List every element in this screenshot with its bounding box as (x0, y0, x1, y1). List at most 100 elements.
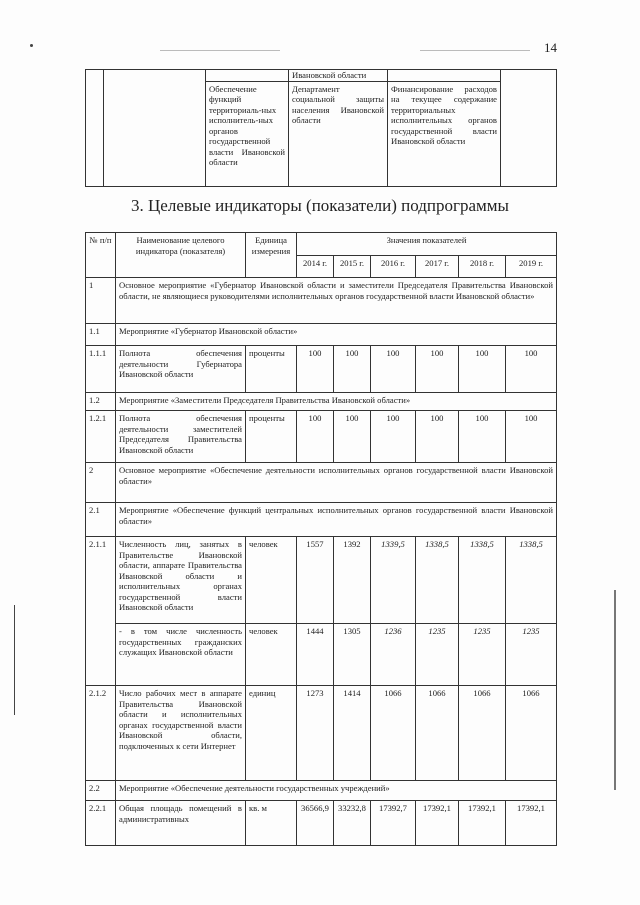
cell-value: 100 (333, 345, 371, 393)
cell-unit: проценты (245, 410, 297, 463)
cell-num: 2.1.1 (85, 536, 116, 686)
cell-value: 100 (504, 410, 558, 463)
cell-value: 17392,1 (458, 800, 506, 846)
top-table: Ивановской области Обеспечение функций т… (85, 69, 557, 187)
cell-value: 1066 (370, 685, 416, 781)
cell-value: 100 (415, 345, 459, 393)
header-year: 2017 г. (415, 255, 459, 278)
cell-responsible: Ивановской области (288, 69, 388, 82)
cell-value: 1235 (458, 623, 506, 686)
cell-value: 1305 (333, 623, 371, 686)
cell-num: 1.2 (85, 392, 116, 411)
cell-value: 100 (370, 345, 416, 393)
header-unit: Единица измерения (245, 232, 297, 278)
header-year: 2016 г. (370, 255, 416, 278)
cell-unit: человек (245, 623, 297, 686)
cell-unit: человек (245, 536, 297, 624)
table-row: 2.2.1 Общая площадь помещений в администр… (85, 800, 558, 846)
cell-num: 1.1 (85, 323, 116, 346)
cell-empty (103, 69, 206, 187)
table-row: 1.1.1 Полнота обеспечения деятельности Гу… (85, 345, 558, 393)
header-num: № п/п (85, 232, 116, 278)
cell-indicator-name: Полнота обеспечения деятельности замести… (115, 410, 246, 463)
table-row: 1.2 Мероприятие «Заместители Председателя… (85, 392, 558, 411)
cell-measure: Обеспечение функций территориаль-ных исп… (205, 80, 289, 187)
cell-indicator-name: Полнота обеспечения деятельности Губерна… (115, 345, 246, 393)
cell-activity: Мероприятие «Губернатор Ивановской облас… (114, 323, 558, 346)
header-values: Значения показателей (295, 232, 558, 256)
cell-value: 100 (296, 410, 334, 463)
cell-num: 2.2 (85, 780, 116, 801)
cell-activity: Основное мероприятие «Губернатор Ивановс… (114, 277, 558, 324)
cell-description: Финансирование расходов на текущее содер… (387, 80, 501, 187)
cell-value: 100 (296, 345, 334, 393)
cell-num: 1 (85, 277, 116, 324)
table-row: 2.1.1 Численность лиц, занятых в Правител… (85, 536, 558, 686)
scan-artifact (160, 50, 280, 51)
cell-unit: проценты (245, 345, 297, 393)
cell-indicator-name: - в том числе численность государственны… (115, 623, 246, 686)
header-year: 2019 г. (504, 255, 558, 278)
cell-value: 17392,7 (370, 800, 416, 846)
cell-num: 2.1.2 (85, 685, 116, 781)
cell-indicator-name: Общая площадь помещений в административн… (115, 800, 246, 846)
cell-value: 1235 (415, 623, 459, 686)
cell-num: 2.2.1 (85, 800, 116, 846)
scan-dot (30, 44, 33, 47)
cell-value: 1066 (458, 685, 506, 781)
cell-value: 100 (504, 345, 558, 393)
cell-value: 100 (458, 345, 506, 393)
indicators-table: № п/п Наименование целевого индикатора (… (85, 232, 558, 846)
cell-value: 1338,5 (415, 536, 459, 624)
section-title: 3. Целевые индикаторы (показатели) подпр… (131, 196, 509, 215)
cell-activity: Мероприятие «Обеспечение функций централ… (114, 502, 558, 537)
cell-value: 1236 (370, 623, 416, 686)
cell-value: 1235 (504, 623, 558, 686)
cell-value: 100 (333, 410, 371, 463)
cell-value: 100 (415, 410, 459, 463)
header-year: 2015 г. (333, 255, 371, 278)
cell-unit: единиц (245, 685, 297, 781)
cell-unit: кв. м (245, 800, 297, 846)
cell-value: 1338,5 (504, 536, 558, 624)
header-name: Наименование целевого индикатора (показа… (115, 232, 246, 278)
cell-value: 36566,9 (296, 800, 334, 846)
cell-empty (85, 69, 104, 187)
cell-empty (500, 69, 557, 187)
cell-value: 1392 (333, 536, 371, 624)
scan-artifact (14, 605, 15, 715)
cell-value: 100 (370, 410, 416, 463)
cell-value: 1444 (296, 623, 334, 686)
table-row: 2.1.2 Число рабочих мест в аппарате Прави… (85, 685, 558, 781)
table-row: 1.1 Мероприятие «Губернатор Ивановской об… (85, 323, 558, 346)
scan-artifact (420, 50, 530, 51)
cell-num: 2.1 (85, 502, 116, 537)
page-number: 14 (544, 40, 557, 55)
table-row: 1.2.1 Полнота обеспечения деятельности за… (85, 410, 558, 463)
cell-value: 17392,1 (504, 800, 558, 846)
header-year: 2018 г. (458, 255, 506, 278)
cell-indicator-name: Численность лиц, занятых в Правительстве… (115, 536, 246, 624)
cell-activity: Мероприятие «Заместители Председателя Пр… (114, 392, 558, 411)
scan-artifact (614, 590, 616, 790)
table-row: 2 Основное мероприятие «Обеспечение деяте… (85, 462, 558, 503)
cell-activity: Основное мероприятие «Обеспечение деятел… (114, 462, 558, 503)
cell-empty (387, 69, 501, 82)
cell-value: 1414 (333, 685, 371, 781)
cell-num: 2 (85, 462, 116, 503)
cell-value: 1066 (415, 685, 459, 781)
table-row: - в том числе численность государственны… (86, 623, 558, 686)
cell-value: 1338,5 (458, 536, 506, 624)
cell-indicator-name: Число рабочих мест в аппарате Правительс… (115, 685, 246, 781)
cell-value: 33232,8 (333, 800, 371, 846)
cell-empty (205, 69, 289, 82)
cell-num: 1.2.1 (85, 410, 116, 463)
cell-value: 100 (458, 410, 506, 463)
header-year: 2014 г. (296, 255, 334, 278)
table-row: 2.1 Мероприятие «Обеспечение функций цент… (85, 502, 558, 537)
cell-activity: Мероприятие «Обеспечение деятельности го… (114, 780, 558, 801)
cell-value: 1273 (296, 685, 334, 781)
table-row: 1 Основное мероприятие «Губернатор Иванов… (85, 277, 558, 324)
cell-value: 17392,1 (415, 800, 459, 846)
